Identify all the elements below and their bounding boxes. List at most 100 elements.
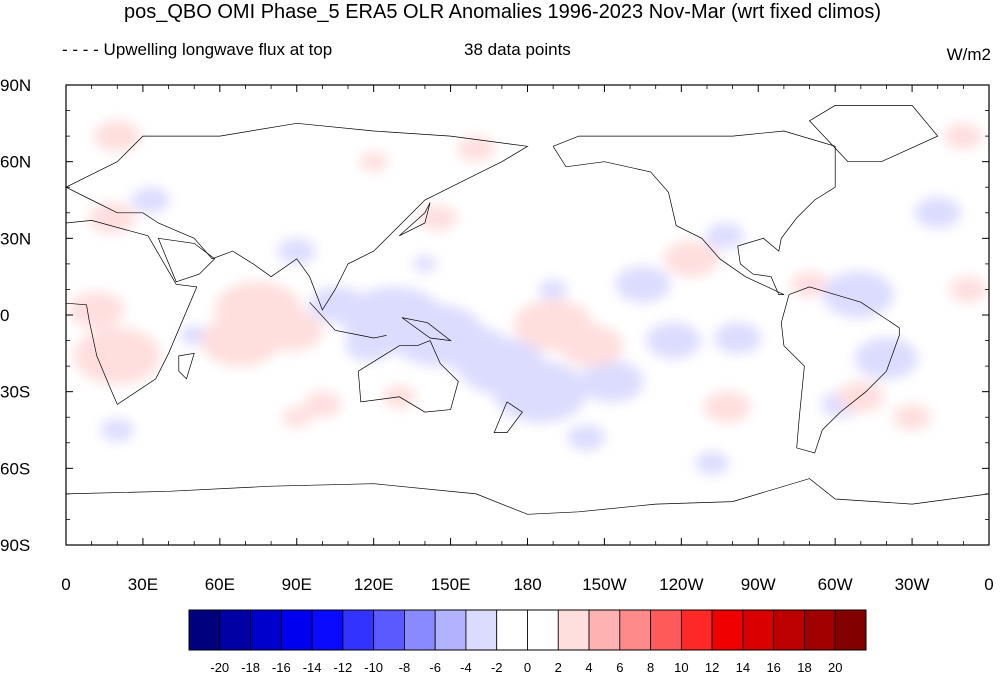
anomaly-band: [303, 391, 342, 418]
anomaly-band: [88, 202, 136, 234]
colorbar-label: 10: [674, 660, 688, 675]
colorbar-box: [619, 609, 651, 651]
lon-tick-label: 90E: [282, 575, 312, 594]
colorbar-box: [711, 609, 744, 651]
anomaly-band: [493, 360, 588, 423]
anomaly-band: [73, 327, 161, 385]
colorbar-box: [742, 609, 775, 651]
colorbar-box: [588, 609, 621, 651]
colorbar-label: -2: [491, 660, 503, 675]
anomaly-band: [277, 238, 316, 265]
lon-tick-label: 30W: [895, 575, 930, 594]
anomaly-band: [615, 266, 671, 303]
anomaly-band: [837, 381, 885, 413]
colorbar-label: -18: [241, 660, 260, 675]
plot-title: pos_QBO OMI Phase_5 ERA5 OLR Anomalies 1…: [124, 1, 881, 23]
colorbar-label: -16: [272, 660, 291, 675]
lon-tick-label: 0: [61, 575, 70, 594]
anomaly-band: [705, 222, 744, 249]
colorbar-box: [188, 609, 221, 651]
anomaly-band: [567, 424, 606, 451]
colorbar-label: 2: [555, 660, 562, 675]
anomaly-band: [413, 255, 437, 273]
anomaly-band: [949, 276, 988, 303]
lon-tick-label: 120W: [659, 575, 703, 594]
colorbar-box: [373, 609, 405, 651]
colorbar-box: [773, 609, 805, 651]
coastline: [178, 352, 195, 380]
lat-tick-label: 60N: [0, 153, 31, 172]
colorbar-label: 20: [828, 660, 842, 675]
units-label: W/m2: [946, 45, 991, 64]
lat-tick-label: 0: [0, 306, 9, 325]
anomaly-band: [69, 291, 125, 329]
anomaly-band: [538, 279, 568, 300]
colorbar-label: 18: [797, 660, 811, 675]
anomaly-band: [822, 271, 894, 319]
anomaly-band: [664, 240, 720, 278]
anomaly-band: [457, 135, 496, 162]
anomaly-band: [854, 337, 918, 380]
anomaly-field: [69, 120, 988, 475]
lon-tick-label: 0: [984, 575, 993, 594]
colorbar-label: 4: [585, 660, 592, 675]
coastline: [309, 301, 387, 339]
lon-tick-label: 150W: [582, 575, 626, 594]
colorbar-box: [465, 609, 498, 651]
coastline: [493, 401, 523, 433]
anomaly-band: [695, 451, 729, 475]
anomaly-band: [704, 391, 751, 423]
coastline: [780, 286, 900, 454]
colorbar-box: [219, 609, 251, 651]
anomaly-band: [359, 151, 389, 172]
coastline: [66, 478, 989, 515]
anomaly-band: [343, 286, 446, 354]
colorbar-box: [434, 609, 467, 651]
coastline: [66, 122, 529, 311]
colorbar-box: [311, 609, 344, 651]
coastlines: [66, 105, 989, 515]
coastline: [157, 237, 216, 283]
colorbar-label: 16: [766, 660, 780, 675]
lon-tick-label: 180: [513, 575, 541, 594]
anomaly-band: [944, 123, 983, 150]
colorbar-label: 14: [736, 660, 750, 675]
colorbar-box: [342, 609, 375, 651]
anomaly-band: [131, 187, 170, 213]
anomaly-band: [646, 322, 702, 359]
left-string: - - - - Upwelling longwave flux at top: [62, 40, 333, 59]
colorbar-label: -4: [460, 660, 472, 675]
anomaly-band: [282, 407, 312, 428]
colorbar-box: [680, 609, 713, 651]
lat-tick-label: 30N: [0, 229, 31, 248]
coastline: [808, 105, 939, 163]
colorbar-box: [804, 609, 836, 651]
lon-tick-label: 60E: [205, 575, 235, 594]
colorbar-box: [557, 609, 590, 651]
coastline: [552, 130, 836, 295]
lat-tick-label: 90N: [0, 76, 31, 95]
anomaly-band: [893, 404, 932, 431]
colorbar-box: [404, 609, 436, 651]
colorbar-label: -12: [333, 660, 352, 675]
lon-tick-label: 150E: [431, 575, 471, 594]
lon-tick-label: 30E: [128, 575, 158, 594]
colorbar-label: -6: [429, 660, 441, 675]
colorbar-frame: [188, 609, 867, 651]
lon-tick-label: 120E: [354, 575, 394, 594]
center-string: 38 data points: [464, 40, 571, 59]
colorbar-label: -8: [399, 660, 411, 675]
lat-tick-label: 30S: [0, 383, 30, 402]
anomaly-band: [513, 299, 593, 352]
lon-tick-label: 60W: [818, 575, 853, 594]
colorbar-box: [496, 609, 528, 651]
colorbar-label: 0: [524, 660, 531, 675]
lat-tick-label: 60S: [0, 459, 30, 478]
colorbar-label: 8: [647, 660, 654, 675]
colorbar-box: [250, 609, 282, 651]
lat-tick-label: 90S: [0, 536, 30, 555]
anomaly-band: [93, 120, 141, 152]
colorbar-label: -10: [364, 660, 383, 675]
anomaly-band: [580, 360, 644, 403]
